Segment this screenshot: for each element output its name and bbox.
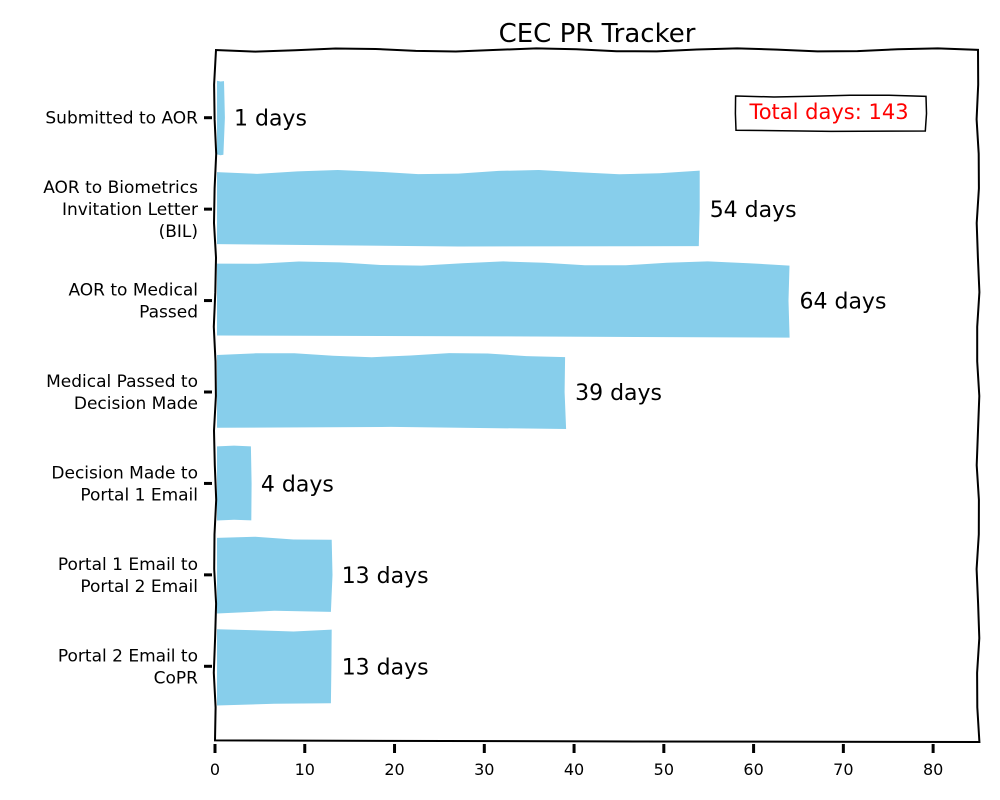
bar-value-label-3: 39 days [575,381,662,406]
bar-value-label-6: 13 days [342,655,429,680]
bar-value-label-5: 13 days [342,564,429,589]
bar-2 [217,261,790,338]
bar-4 [217,445,252,521]
y-tick-label-0: Submitted to AOR [45,109,198,129]
bar-value-label-4: 4 days [261,472,334,497]
y-axis: Submitted to AOR AOR to Biometrics Invitat… [43,109,212,688]
y-tick-label-2: AOR to Medical Passed [68,281,198,323]
bar-0 [217,80,225,156]
x-tick-label-3: 30 [474,760,494,779]
x-tick-label-7: 70 [833,760,853,779]
total-days-annotation: Total days: 143 [748,100,908,124]
bar-6 [217,629,332,706]
bar-1 [217,170,700,247]
annotation-box: Total days: 143 [734,94,928,133]
x-tick-label-6: 60 [743,760,763,779]
bar-5 [217,536,333,614]
y-tick-label-4: Decision Made to Portal 1 Email [51,463,198,505]
bar-value-label-2: 64 days [800,290,887,315]
bar-value-label-1: 54 days [710,198,797,223]
x-tick-label-1: 10 [295,760,315,779]
x-tick-label-2: 20 [384,760,404,779]
bar-3 [217,353,567,429]
bar-value-label-0: 1 days [234,107,307,132]
plot-frame [212,47,981,744]
x-tick-label-4: 40 [564,760,584,779]
annotation-box-border [734,94,928,133]
y-tick-label-3: Medical Passed to Decision Made [46,372,198,414]
x-axis: 0 10 20 30 40 50 60 70 80 [210,744,943,779]
x-tick-label-5: 50 [654,760,674,779]
y-tick-label-1: AOR to Biometrics Invitation Letter (BIL) [43,178,198,242]
chart-title: CEC PR Tracker [499,19,696,49]
x-tick-label-8: 80 [923,760,943,779]
x-tick-label-0: 0 [210,760,220,779]
bars-layer: 1 days 54 days 64 days 39 days 4 days 13 days… [217,80,887,706]
y-tick-label-5: Portal 1 Email to Portal 2 Email [58,555,198,597]
y-tick-label-6: Portal 2 Email to CoPR [58,646,198,688]
